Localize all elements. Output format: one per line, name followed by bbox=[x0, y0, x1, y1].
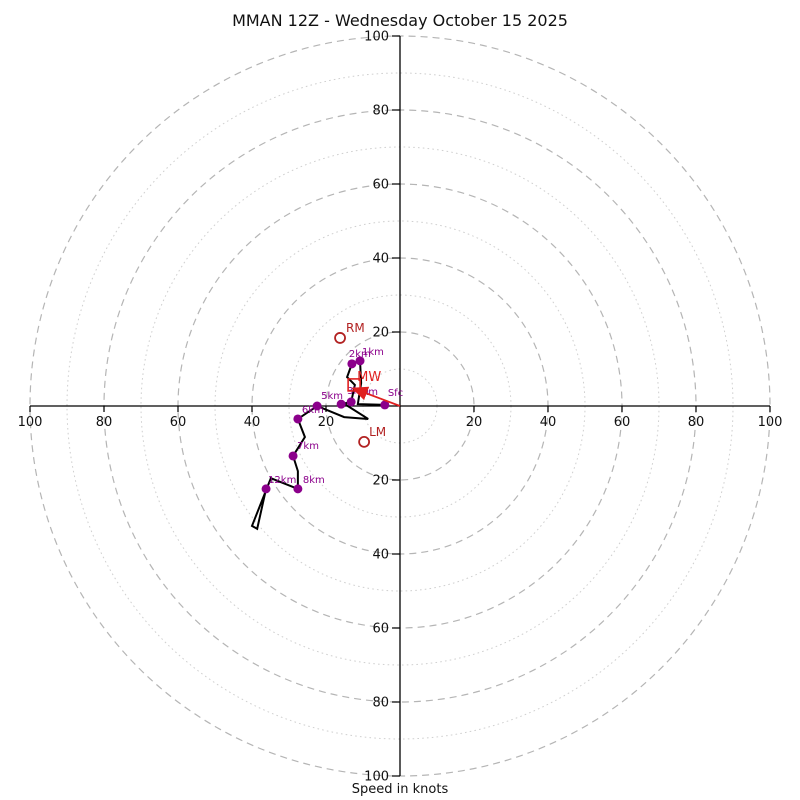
lm-label: LM bbox=[369, 425, 386, 439]
x-tick-label-right-40: 40 bbox=[540, 415, 557, 430]
level-dot-1km bbox=[355, 356, 365, 366]
level-label-5km: 5km bbox=[321, 391, 343, 402]
level-dot-8km bbox=[293, 484, 303, 494]
mean-wind-arrow bbox=[351, 386, 401, 407]
lm-marker bbox=[358, 435, 371, 448]
level-dot-5km bbox=[312, 401, 322, 411]
y-tick-label-bottom-100: 100 bbox=[364, 770, 389, 785]
level-dot-2km bbox=[347, 359, 357, 369]
x-tick-label-right-80: 80 bbox=[688, 415, 705, 430]
level-label-2km: 2km bbox=[349, 349, 371, 360]
rm-marker bbox=[334, 332, 346, 344]
level-dot-sfc bbox=[380, 400, 390, 410]
hodograph-trace: Sfc1km2km3km4km5km6km7km8km12km bbox=[250, 347, 403, 531]
chart-title: MMAN 12Z - Wednesday October 15 2025 bbox=[232, 11, 568, 30]
level-label-7km: 7km bbox=[297, 441, 319, 452]
level-label-8km: 8km bbox=[303, 475, 325, 486]
rm-label: RM bbox=[346, 321, 365, 335]
level-dot-7km bbox=[288, 451, 298, 461]
x-tick-label-left-60: 60 bbox=[170, 415, 187, 430]
level-label-1km: 1km bbox=[362, 347, 384, 358]
x-axis-label: Speed in knots bbox=[352, 782, 449, 797]
x-tick-label-right-60: 60 bbox=[614, 415, 631, 430]
x-tick-label-left-80: 80 bbox=[96, 415, 113, 430]
level-dot-6km bbox=[293, 414, 303, 424]
y-tick-label-bottom-40: 40 bbox=[372, 548, 389, 563]
level-dot-12km bbox=[261, 484, 271, 494]
mean-wind-label: MW bbox=[357, 370, 381, 385]
level-label-12km: 12km bbox=[268, 475, 296, 486]
y-tick-label-bottom-60: 60 bbox=[372, 622, 389, 637]
x-tick-label-right-100: 100 bbox=[758, 415, 783, 430]
level-dot-4km bbox=[336, 399, 346, 409]
y-tick-label-bottom-80: 80 bbox=[372, 696, 389, 711]
storm-markers: MW RM LM bbox=[334, 321, 401, 448]
level-dot-3km bbox=[346, 397, 356, 407]
x-tick-label-left-100: 100 bbox=[18, 415, 43, 430]
y-tick-label-top-80: 80 bbox=[372, 104, 389, 119]
y-tick-label-top-40: 40 bbox=[372, 252, 389, 267]
x-tick-label-right-20: 20 bbox=[466, 415, 483, 430]
axes: 20 20 20 20 40 40 40 40 60 60 60 60 80 80 80 80 100 100 10… bbox=[18, 30, 783, 785]
y-tick-label-top-60: 60 bbox=[372, 178, 389, 193]
level-label-sfc: Sfc bbox=[388, 388, 403, 399]
y-tick-label-top-100: 100 bbox=[364, 30, 389, 45]
y-tick-label-top-20: 20 bbox=[372, 326, 389, 341]
y-tick-label-bottom-20: 20 bbox=[372, 474, 389, 489]
x-tick-label-left-20: 20 bbox=[318, 415, 335, 430]
x-tick-label-left-40: 40 bbox=[244, 415, 261, 430]
level-label-6km: 6km bbox=[302, 405, 324, 416]
mean-wind-marker bbox=[347, 378, 361, 392]
